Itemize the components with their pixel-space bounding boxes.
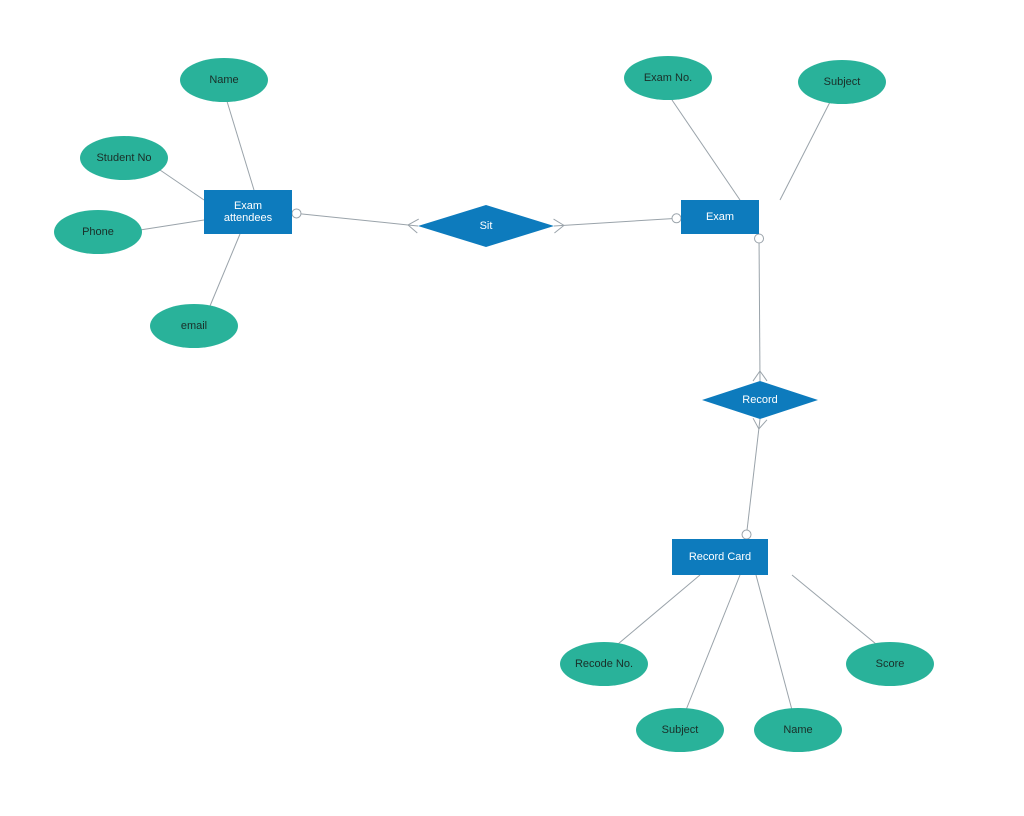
entity-label: attendees bbox=[224, 212, 273, 224]
relationship-label: Record bbox=[742, 394, 777, 406]
attribute-label: Phone bbox=[82, 226, 114, 238]
relationship-label: Sit bbox=[480, 220, 493, 232]
attribute-edge bbox=[160, 170, 204, 200]
attribute-subject1: Subject bbox=[798, 60, 886, 104]
attribute-label: Subject bbox=[824, 76, 861, 88]
attribute-phone: Phone bbox=[54, 210, 142, 254]
attribute-student_no: Student No bbox=[80, 136, 168, 180]
attribute-edge bbox=[618, 575, 700, 644]
attribute-edge bbox=[686, 575, 740, 710]
attribute-edge bbox=[792, 575, 876, 644]
attribute-label: Exam No. bbox=[644, 72, 692, 84]
relationship-edge bbox=[759, 243, 760, 371]
attribute-subject2: Subject bbox=[636, 708, 724, 752]
attribute-edge bbox=[226, 98, 254, 190]
attribute-label: Recode No. bbox=[575, 658, 633, 670]
attribute-label: Subject bbox=[662, 724, 699, 736]
attribute-label: Score bbox=[876, 658, 905, 670]
entity-label: Exam bbox=[706, 211, 734, 223]
relationship-edge bbox=[301, 214, 408, 225]
attribute-label: Name bbox=[209, 74, 238, 86]
attribute-edge bbox=[780, 102, 830, 200]
entity-label: Record Card bbox=[689, 551, 751, 563]
relationship-edge bbox=[747, 429, 759, 530]
entity-exam_attendees: Examattendees bbox=[204, 190, 292, 234]
attribute-edge bbox=[672, 100, 740, 200]
relationship-record: Record bbox=[702, 381, 818, 419]
attribute-name2: Name bbox=[754, 708, 842, 752]
er-diagram-canvas: Name Student No Phone email Exam No. Subject R… bbox=[0, 0, 1024, 816]
entity-exam: Exam bbox=[681, 200, 759, 234]
relationship-sit: Sit bbox=[418, 205, 554, 247]
attribute-edge bbox=[756, 575, 792, 710]
entity-label: Exam bbox=[234, 200, 262, 212]
attribute-score: Score bbox=[846, 642, 934, 686]
attribute-label: email bbox=[181, 320, 207, 332]
attribute-edge bbox=[210, 234, 240, 306]
attribute-edge bbox=[140, 220, 204, 230]
nodes-layer: Name Student No Phone email Exam No. Subject R… bbox=[54, 56, 934, 752]
attribute-name1: Name bbox=[180, 58, 268, 102]
attribute-recode_no: Recode No. bbox=[560, 642, 648, 686]
relationship-edge bbox=[564, 219, 672, 226]
attribute-label: Student No bbox=[96, 152, 151, 164]
attribute-email: email bbox=[150, 304, 238, 348]
entity-record_card: Record Card bbox=[672, 539, 768, 575]
attribute-exam_no: Exam No. bbox=[624, 56, 712, 100]
attribute-label: Name bbox=[783, 724, 812, 736]
